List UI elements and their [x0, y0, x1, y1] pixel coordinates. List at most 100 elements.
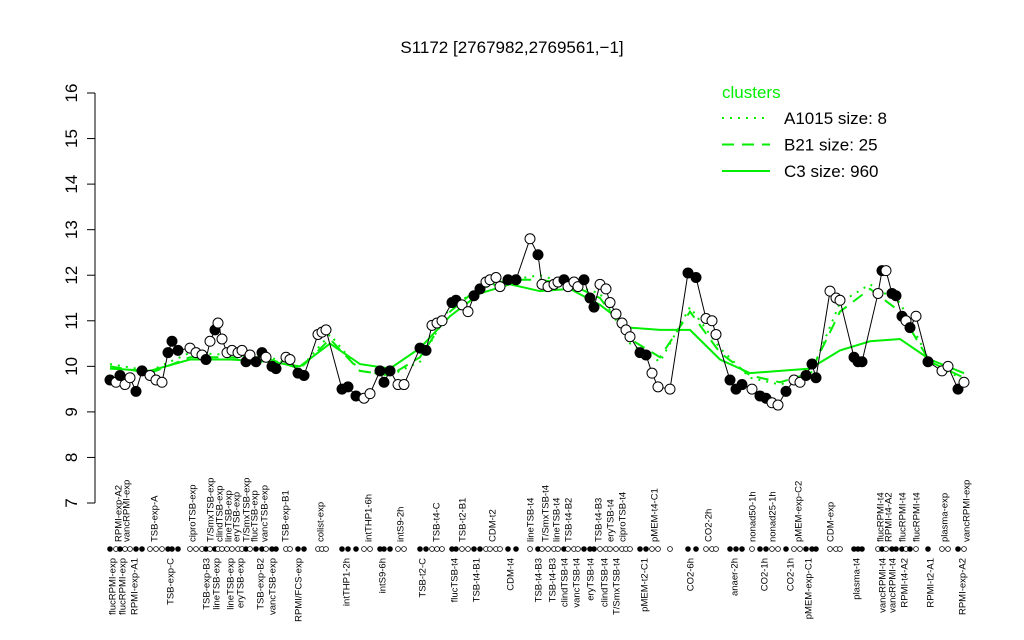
- data-point: [124, 372, 136, 384]
- x-tick-label: plasma-t4: [852, 558, 863, 600]
- data-point: [156, 376, 168, 388]
- x-tick-label: RPMI/FCS-exp: [294, 558, 305, 622]
- strip-dot: [513, 546, 519, 552]
- data-point: [204, 335, 216, 347]
- x-tick-label: CDM-t4: [506, 558, 517, 591]
- x-tick-label: CDM-exp: [826, 502, 837, 542]
- x-tick-label: colist-exp: [316, 502, 327, 542]
- strip-dot: [539, 546, 545, 552]
- x-tick-label: pMEM-exp-C1: [804, 558, 815, 619]
- data-point: [298, 369, 310, 381]
- strip-dot: [417, 546, 423, 552]
- x-tick-label: TSB-t4-B3: [534, 558, 545, 602]
- strip-dot: [253, 546, 259, 552]
- x-tick-label: flucRPMI-t4: [898, 492, 909, 542]
- strip-dot: [323, 546, 329, 552]
- legend-title: clusters: [722, 83, 781, 102]
- strip-dot: [939, 546, 945, 552]
- data-point: [200, 354, 212, 365]
- data-point: [610, 308, 622, 320]
- strip-dot: [175, 546, 181, 552]
- y-tick-label: 13: [62, 220, 81, 239]
- data-point: [114, 369, 126, 381]
- strip-dot: [961, 546, 967, 552]
- data-point: [880, 265, 892, 277]
- strip-dot: [813, 546, 819, 552]
- strip-dot: [273, 546, 279, 552]
- data-point: [806, 358, 818, 370]
- strip-dot: [345, 546, 351, 552]
- x-tick-label: flucRPMI-exp: [118, 558, 129, 615]
- x-tick-label: anaer-2h: [730, 558, 741, 596]
- x-tick-label: vancRPMI-t4: [878, 558, 889, 613]
- y-tick-label: 15: [62, 129, 81, 148]
- x-tick-label: TSB-t2-C: [418, 558, 429, 598]
- x-tick-label: RPMI-exp-A1: [130, 558, 141, 615]
- strip-dot: [791, 546, 797, 552]
- data-point: [958, 376, 970, 388]
- data-point: [706, 315, 718, 327]
- x-tick-label: RPMI-t2-A1: [926, 558, 937, 608]
- data-point: [130, 385, 142, 397]
- strip-dot: [361, 546, 367, 552]
- y-tick-label: 10: [62, 357, 81, 376]
- strip-dot: [733, 546, 739, 552]
- data-point: [378, 376, 390, 388]
- data-point: [212, 317, 224, 329]
- x-tick-label: TSB-t4-B1: [472, 558, 483, 602]
- x-tick-label: CO2-6h: [686, 558, 697, 591]
- strip-dot: [117, 546, 123, 552]
- data-point: [490, 272, 502, 283]
- strip-dot: [487, 546, 493, 552]
- strip-dot: [287, 546, 293, 552]
- x-tick-label: intS9-2h: [396, 507, 407, 542]
- strip-dot: [434, 546, 440, 552]
- data-point: [216, 333, 228, 345]
- x-tick-label: CO2-1h: [760, 558, 771, 591]
- strip-dot: [301, 546, 307, 552]
- x-tick-label: flucRPMI-t4: [912, 492, 923, 542]
- x-tick-label: intTHP1-6h: [364, 494, 375, 542]
- data-point: [532, 249, 544, 261]
- strip-dot: [453, 546, 459, 552]
- strip-dot: [193, 546, 199, 552]
- data-point: [270, 363, 282, 375]
- x-tick-label: flucRPMI-exp: [108, 558, 119, 615]
- data-point: [942, 360, 954, 372]
- data-point: [600, 283, 612, 295]
- strip-dot: [169, 546, 175, 552]
- strip-dot: [613, 546, 619, 552]
- data-point: [922, 356, 934, 368]
- data-point: [800, 369, 812, 381]
- strip-dot: [153, 546, 159, 552]
- strip-dot: [219, 546, 225, 552]
- strip-dot: [133, 546, 139, 552]
- data-point: [690, 272, 702, 283]
- data-point: [456, 299, 468, 311]
- x-tick-label: pMEM-exp-C2: [794, 481, 805, 542]
- strip-dot: [555, 546, 561, 552]
- expression-line: [109, 237, 965, 406]
- x-tick-label: TSB-exp-B1: [281, 490, 292, 542]
- data-point: [572, 281, 584, 293]
- data-point: [436, 315, 448, 327]
- strip-dot: [913, 546, 919, 552]
- strip-dot: [803, 546, 809, 552]
- x-tick-label: TSB-exp-C: [166, 558, 177, 605]
- strip-dot: [159, 546, 165, 552]
- y-tick-label: 16: [62, 84, 81, 103]
- data-point: [374, 365, 386, 377]
- strip-dot: [685, 546, 691, 552]
- data-point: [588, 301, 600, 313]
- x-tick-label: plasma-exp: [940, 493, 951, 542]
- x-tick-label: TSB-exp-B2: [256, 558, 267, 610]
- data-point: [952, 383, 964, 395]
- strip-dot: [107, 546, 113, 552]
- x-tick-label: T/SmxTSB-exp: [242, 478, 253, 542]
- chart-title: S1172 [2767982,2769561,−1]: [400, 38, 623, 57]
- data-point: [462, 306, 474, 318]
- data-point: [794, 376, 806, 388]
- strip-dot: [667, 546, 673, 552]
- strip-dot: [827, 546, 833, 552]
- y-tick-label: 12: [62, 266, 81, 285]
